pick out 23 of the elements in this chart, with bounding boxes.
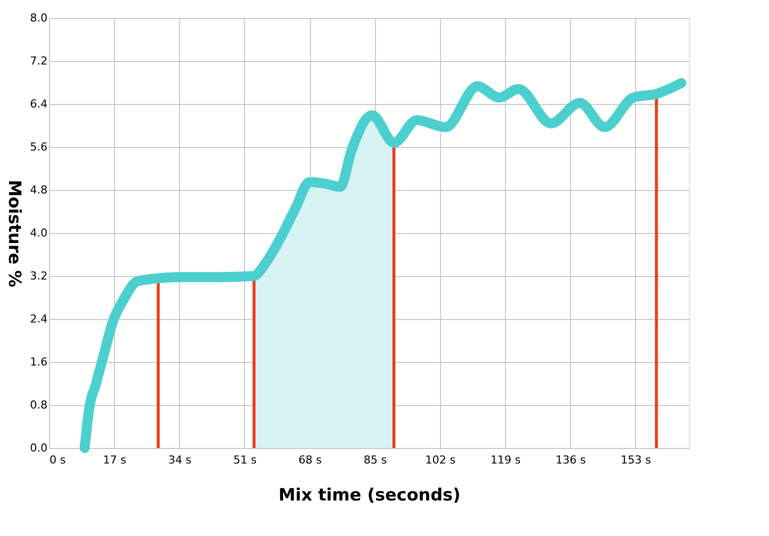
x-tick-label: 51 s — [233, 454, 257, 466]
x-tick-label: 34 s — [168, 454, 192, 466]
y-tick-label: 0.8 — [30, 398, 48, 412]
x-tick-label: 85 s — [364, 454, 388, 466]
y-tick-label: 8.0 — [30, 12, 48, 24]
y-axis-title: Moisture % — [4, 180, 24, 288]
x-axis-title: Mix time (seconds) — [278, 486, 461, 506]
y-tick-label: 7.2 — [30, 54, 48, 68]
x-tick-label: 0 s — [50, 454, 66, 466]
y-tick-label: 1.6 — [30, 356, 48, 368]
y-tick-label: 4.8 — [30, 184, 48, 196]
x-tick-label: 102 s — [425, 454, 456, 466]
y-tick-label: 3.2 — [30, 270, 48, 282]
y-tick-label: 0.0 — [30, 442, 48, 454]
y-tick-label: 6.4 — [30, 98, 48, 110]
x-tick-label: 153 s — [620, 454, 652, 466]
x-tick-label: 119 s — [490, 454, 521, 466]
y-tick-label: 4.0 — [30, 226, 48, 240]
y-tick-label: 2.4 — [30, 312, 48, 326]
x-tick-label: 17 s — [103, 454, 127, 466]
x-tick-label: 136 s — [556, 454, 586, 466]
y-tick-label: 5.6 — [30, 140, 48, 154]
x-tick-label: 68 s — [298, 454, 322, 466]
